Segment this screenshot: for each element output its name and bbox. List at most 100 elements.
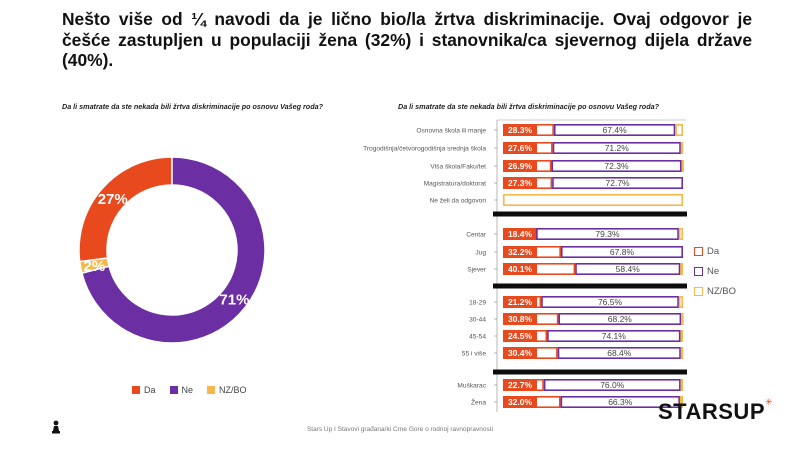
page-title: Nešto više od ¼ navodi da je lično bio/l… (62, 9, 752, 70)
bar-seg-nz (678, 295, 683, 308)
da-value-label: 26.9% (508, 161, 533, 171)
group-separator (493, 369, 687, 375)
legend-item-da: Da (132, 385, 156, 395)
ne-value-label: 74.1% (602, 331, 627, 341)
da-value-box (503, 347, 537, 359)
ne-value-label: 68.2% (608, 314, 633, 324)
legend-item-nzbo: NZ/BO (207, 385, 247, 395)
legend-label-ne: Ne (181, 385, 194, 395)
da-value-label: 30.8% (508, 314, 533, 324)
bar-legend-swatch-nzbo (694, 286, 703, 296)
donut-slice-ne (81, 156, 266, 344)
legend-swatch-da (132, 386, 140, 394)
da-value-label: 21.2% (508, 297, 533, 307)
legend-label-nzbo: NZ/BO (219, 385, 247, 395)
row-label: 18-29 (469, 300, 486, 307)
donut-legend: Da Ne NZ/BO (132, 385, 247, 395)
row-label: 55 i više (462, 351, 487, 358)
bar-legend-swatch-ne (694, 266, 703, 276)
ne-value-label: 76.5% (598, 297, 623, 307)
da-value-label: 30.4% (508, 348, 533, 358)
da-value-box (503, 124, 537, 136)
donut-slice-nzbo (78, 257, 110, 275)
da-value-box (503, 296, 537, 308)
bar-seg-nz (680, 262, 683, 275)
bar-seg-ne (552, 177, 683, 190)
bar-seg-nz (502, 194, 683, 207)
bar-legend-label-da: Da (707, 245, 720, 257)
ne-value-label: 67.4% (603, 125, 628, 135)
row-label: Osnovna škola ili manje (416, 128, 486, 135)
row-label: 30-44 (469, 317, 486, 324)
bar-seg-nz (679, 395, 683, 408)
bar-seg-ne (541, 295, 679, 308)
da-value-label: 32.2% (508, 247, 533, 257)
bar-seg-ne (551, 160, 682, 173)
bar-seg-nz (678, 228, 683, 241)
da-value-label: 32.0% (508, 397, 533, 407)
logo-text: STARSUP (658, 399, 765, 424)
legend-swatch-nzbo (207, 386, 216, 394)
ne-value-label: 71.2% (605, 143, 630, 153)
bar-seg-ne (557, 346, 681, 359)
donut-label-da: 27% (98, 191, 128, 208)
bar-seg-ne (547, 329, 681, 342)
row-label: Žena (471, 398, 486, 407)
bar-seg-ne (552, 142, 681, 155)
legend-swatch-ne (169, 386, 178, 394)
bar-seg-nz (675, 124, 683, 137)
bar-seg-ne (560, 246, 684, 259)
da-value-label: 40.1% (508, 264, 533, 274)
ne-value-label: 68.4% (607, 348, 632, 358)
bar-legend-label-ne: Ne (707, 265, 720, 277)
da-value-label: 22.7% (508, 380, 533, 390)
row-label: Ne želi da odgovori (430, 198, 487, 205)
row-label: Viša škola/Faku/tet (430, 164, 486, 171)
ne-value-label: 72.3% (604, 161, 629, 171)
bar-seg-nz (680, 329, 684, 342)
group-separator (493, 283, 687, 289)
da-value-box (503, 313, 537, 325)
ne-value-label: 67.8% (610, 247, 635, 257)
donut-question: Da li smatrate da ste nekada bili žrtva … (62, 102, 323, 111)
row-label: Magistratura/doktorat (424, 181, 486, 188)
da-value-box (503, 263, 537, 275)
bar-legend-swatch-da (694, 246, 703, 256)
ne-value-label: 66.3% (608, 397, 633, 407)
bar-seg-ne (543, 378, 681, 391)
row-label: Centar (466, 232, 487, 239)
row-label: Jug (475, 250, 486, 257)
donut-label-ne: 71% (219, 291, 249, 308)
group-separator (493, 211, 687, 217)
bar-seg-ne (560, 395, 680, 408)
starsup-logo: STARSUP✳ (658, 397, 774, 425)
bar-legend-item-nzbo: NZ/BO (694, 281, 736, 301)
bar-seg-ne (558, 312, 682, 325)
da-value-box (503, 228, 537, 240)
bar-seg-nz (680, 142, 684, 155)
ne-value-label: 76.0% (600, 380, 625, 390)
da-value-label: 24.5% (508, 331, 533, 341)
bar-seg-ne (553, 124, 676, 137)
da-value-box (503, 160, 537, 172)
logo-star-icon: ✳ (765, 397, 774, 407)
bar-legend: Da Ne NZ/BO (694, 241, 736, 301)
da-value-box (503, 177, 537, 189)
bar-seg-nz (681, 160, 684, 173)
row-label: Sjever (467, 267, 486, 274)
legend-label-da: Da (144, 385, 156, 395)
bar-legend-item-ne: Ne (694, 261, 736, 281)
da-value-box (503, 246, 537, 258)
bar-seg-ne (575, 262, 681, 275)
da-value-label: 18.4% (508, 229, 533, 239)
da-value-box (503, 330, 537, 342)
da-value-label: 27.6% (508, 143, 533, 153)
row-label: 45-54 (469, 334, 486, 341)
bar-question: Da li smatrate da ste nekada bili žrtva … (398, 102, 659, 111)
da-value-box (503, 396, 537, 408)
bar-seg-nz (680, 346, 684, 359)
da-value-label: 28.3% (508, 125, 533, 135)
pawn-icon (52, 420, 60, 434)
row-label: Muškarac (457, 383, 486, 390)
